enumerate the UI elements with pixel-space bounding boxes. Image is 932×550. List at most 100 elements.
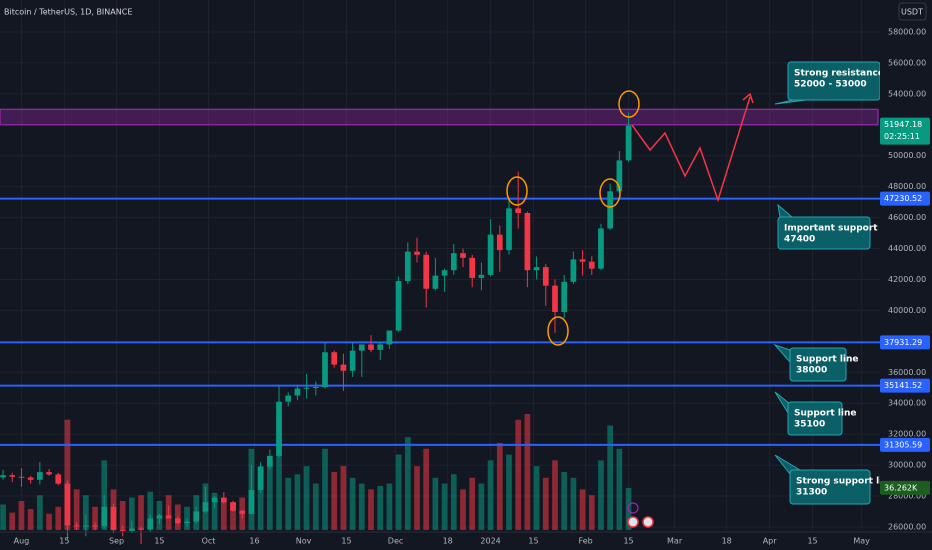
volume-bar <box>266 460 273 530</box>
y-tick-label: 44000.00 <box>888 244 926 253</box>
highlight-circle <box>618 90 640 118</box>
volume-bar <box>64 419 71 530</box>
candle-body <box>460 253 466 258</box>
last-price-label: 51947.18 <box>884 120 922 129</box>
price-line-layer <box>0 197 880 446</box>
x-tick-label: Mar <box>667 537 683 546</box>
volume-bar <box>119 500 126 530</box>
event-icon[interactable] <box>642 516 654 528</box>
candle-body <box>312 387 319 389</box>
y-tick-label: 40000.00 <box>888 306 926 315</box>
volume-bar <box>138 495 144 530</box>
x-tick-label: 15 <box>341 537 351 546</box>
price-tag <box>880 335 930 350</box>
volume-bar <box>579 489 586 530</box>
candle-body <box>607 191 614 229</box>
x-tick-label: 15 <box>623 537 633 546</box>
volume-bar <box>211 492 218 530</box>
currency-button[interactable] <box>898 2 927 21</box>
volume-bar <box>404 437 411 530</box>
volume-bar <box>340 466 347 530</box>
y-tick-label: 48000.00 <box>888 182 926 191</box>
price-tag-label: 47230.52 <box>884 194 922 203</box>
y-tick-label: 28000.00 <box>888 492 926 501</box>
x-tick-label: 15 <box>59 537 69 546</box>
price-axis <box>880 0 932 532</box>
candle-body <box>55 474 62 484</box>
volume-bar <box>616 448 623 530</box>
volume-bar <box>386 483 393 530</box>
callout-text: Support line <box>796 355 859 365</box>
x-tick-label: 18 <box>722 537 732 546</box>
zone-layer <box>0 108 879 126</box>
callout-text: Important support line <box>784 224 899 234</box>
candle-body <box>496 234 503 251</box>
volume-bar <box>55 506 62 530</box>
callout-text: Strong support line <box>796 477 895 487</box>
callout-text: 52000 - 53000 <box>794 80 867 90</box>
price-tag-label: 37931.29 <box>884 338 922 347</box>
volume-bar <box>285 477 292 530</box>
volume-bar <box>478 483 485 530</box>
currency-label: USDT <box>901 8 923 17</box>
grid <box>0 0 880 530</box>
x-tick-label: Feb <box>579 537 593 546</box>
candle-body <box>9 475 16 477</box>
event-icon[interactable] <box>627 502 639 514</box>
candle-body <box>450 253 457 271</box>
candle-body <box>128 528 135 531</box>
candle-body <box>156 515 163 519</box>
candle-body <box>285 395 292 402</box>
resistance-zone <box>0 108 879 126</box>
candle-body <box>73 525 80 527</box>
y-tick-label: 46000.00 <box>888 213 926 222</box>
price-tag-label: 31305.59 <box>884 440 922 449</box>
candle-body <box>570 259 577 282</box>
volume-bar <box>496 442 503 530</box>
candle-body <box>386 330 393 345</box>
drawings <box>506 90 754 528</box>
volume-bar <box>184 506 190 530</box>
candle-body <box>64 483 71 526</box>
callout-box <box>777 216 871 250</box>
candle-body <box>230 502 236 511</box>
price-tag-label: 35141.52 <box>884 381 922 390</box>
candle-body <box>46 472 52 475</box>
candle-body <box>340 364 347 371</box>
volume-bar <box>552 460 558 530</box>
candle-body <box>239 510 246 514</box>
candle-body <box>303 387 310 389</box>
callout-text: 38000 <box>796 366 827 376</box>
candle-body <box>110 506 117 531</box>
volume-tag <box>880 480 930 495</box>
candle-body <box>441 270 448 276</box>
x-tick-label: 15 <box>807 537 817 546</box>
x-tick-label: Sep <box>109 537 124 546</box>
volume-bar <box>37 495 43 530</box>
candle-body <box>487 234 494 275</box>
x-tick-label: Nov <box>296 537 312 546</box>
event-icon[interactable] <box>627 516 639 528</box>
candle-body <box>331 352 338 365</box>
volume-bar <box>432 477 439 530</box>
volume-bar <box>92 506 98 530</box>
y-tick-label: 26000.00 <box>888 522 926 531</box>
candle-body <box>165 515 172 519</box>
y-tick-label: 50000.00 <box>888 151 926 160</box>
y-tick-label: 30000.00 <box>888 461 926 470</box>
countdown-label: 02:25:11 <box>884 132 920 141</box>
candle-body <box>625 125 632 161</box>
candle-body <box>542 267 549 286</box>
x-tick-label: May <box>853 537 870 546</box>
candle-body <box>358 344 365 351</box>
candle-body <box>147 518 154 530</box>
candle-layer <box>0 112 632 545</box>
x-tick-label: 15 <box>154 537 164 546</box>
candle-body <box>119 530 126 532</box>
volume-bar <box>358 483 365 530</box>
candle-body <box>506 208 512 251</box>
volume-bar <box>423 448 430 530</box>
volume-bar <box>441 483 448 530</box>
